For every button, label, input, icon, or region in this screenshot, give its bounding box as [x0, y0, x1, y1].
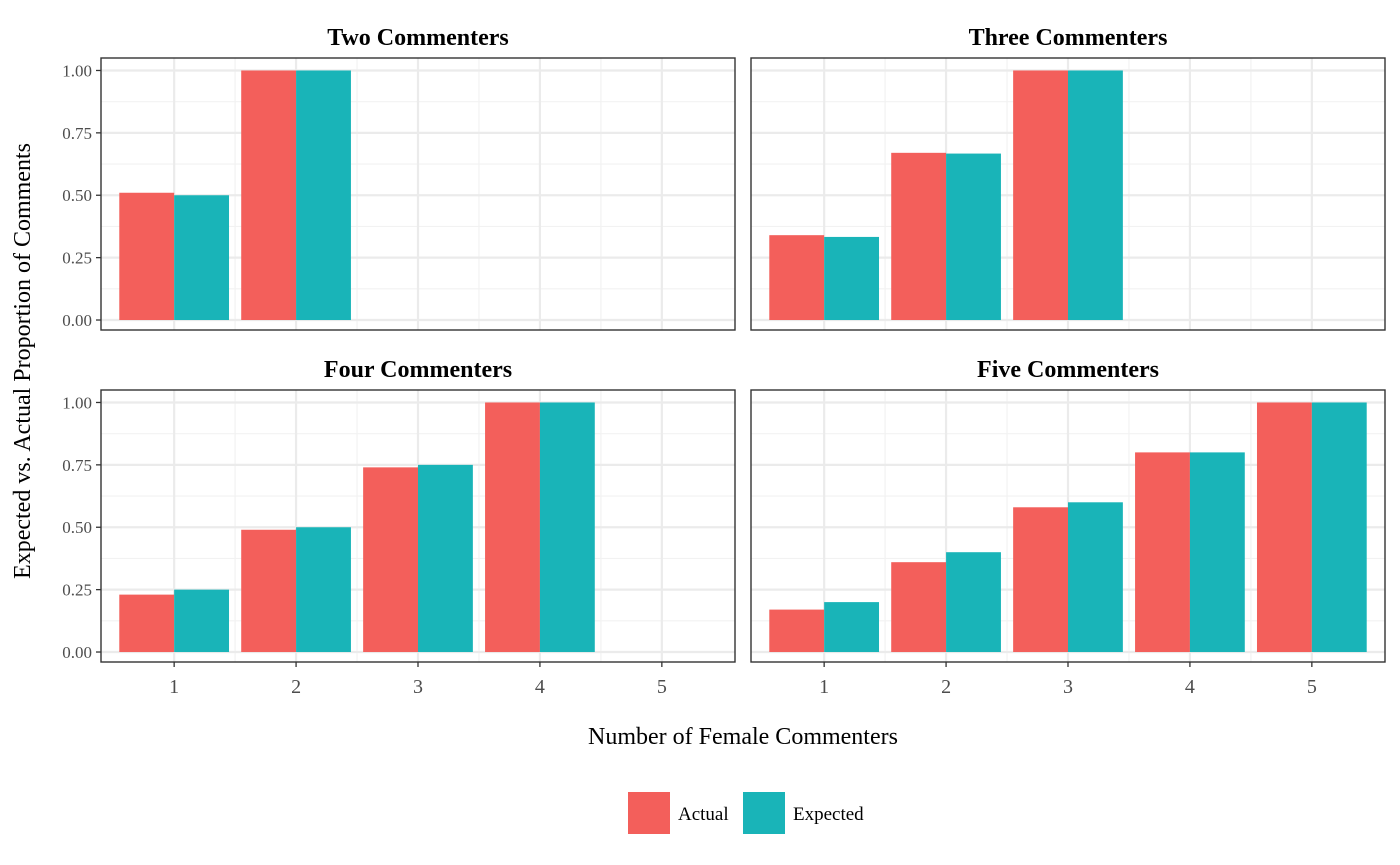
- y-tick-label: 0.25: [62, 249, 92, 268]
- bar-expected: [296, 70, 351, 321]
- legend-item-actual: Actual: [628, 792, 729, 834]
- x-tick-label: 2: [941, 676, 951, 698]
- bar-expected: [946, 552, 1001, 653]
- x-tick-label: 1: [169, 676, 179, 698]
- x-tick-label: 3: [1063, 676, 1073, 698]
- bar-expected: [296, 527, 351, 653]
- y-tick-label: 1.00: [62, 61, 92, 80]
- bar-expected: [174, 195, 230, 321]
- bar-actual: [119, 192, 175, 321]
- x-tick-label: 4: [1185, 676, 1195, 698]
- legend-item-expected: Expected: [743, 792, 864, 834]
- bar-actual: [241, 70, 297, 321]
- y-tick-label: 0.50: [62, 186, 92, 205]
- bar-expected: [824, 602, 880, 653]
- bar-expected: [1068, 502, 1123, 653]
- x-tick-label: 2: [291, 676, 301, 698]
- legend-key-expected: [743, 792, 785, 834]
- facet-title: Four Commenters: [324, 357, 512, 383]
- bar-actual: [119, 594, 175, 653]
- facet-panel: Five Commenters 1 2 3 4 5: [750, 357, 1386, 698]
- facet-panel: Two Commenters 0.00 0.25 0.50 0.75 1.00: [62, 25, 736, 331]
- bar-actual: [769, 235, 825, 321]
- bar-actual: [891, 562, 947, 653]
- bar-expected: [174, 589, 230, 653]
- x-tick-label: 5: [657, 676, 667, 698]
- x-tick-label: 4: [535, 676, 545, 698]
- x-tick-label: 5: [1307, 676, 1317, 698]
- bar-actual: [1256, 402, 1312, 653]
- bar-expected: [946, 153, 1001, 321]
- x-axis-title: Number of Female Commenters: [588, 724, 898, 750]
- facet-title: Two Commenters: [327, 25, 509, 51]
- legend-label: Actual: [678, 804, 729, 825]
- y-tick-label: 0.25: [62, 581, 92, 600]
- y-axis-title: Expected vs. Actual Proportion of Commen…: [10, 143, 36, 579]
- facet-panels: Two Commenters 0.00 0.25 0.50 0.75 1.00 Three …: [62, 25, 1386, 698]
- bar-actual: [769, 609, 825, 653]
- panel-border: [100, 57, 736, 331]
- bar-expected: [418, 464, 473, 653]
- bar-actual: [1013, 507, 1068, 653]
- x-tick-label: 3: [413, 676, 423, 698]
- panel-border: [750, 57, 1386, 331]
- y-tick-label: 1.00: [62, 393, 92, 412]
- bar-expected: [539, 402, 595, 653]
- y-tick-label: 0.00: [62, 643, 92, 662]
- bar-expected: [1189, 452, 1245, 653]
- bar-expected: [824, 236, 880, 321]
- y-tick-label: 0.75: [62, 124, 92, 143]
- legend: Actual Expected: [628, 792, 864, 834]
- bar-actual: [485, 402, 540, 653]
- facet-panel: Four Commenters 0.00 0.25 0.50 0.75 1.00 1 2 3 4 5: [62, 357, 736, 698]
- bar-expected: [1311, 402, 1367, 653]
- facet-panel: Three Commenters: [750, 25, 1386, 331]
- bar-expected: [1068, 70, 1123, 321]
- bar-actual: [1013, 70, 1068, 321]
- bar-actual: [891, 152, 947, 321]
- y-tick-label: 0.75: [62, 456, 92, 475]
- x-tick-label: 1: [819, 676, 829, 698]
- bar-actual: [1135, 452, 1190, 653]
- legend-key-actual: [628, 792, 670, 834]
- facet-title: Three Commenters: [969, 25, 1168, 51]
- bar-actual: [363, 467, 418, 653]
- legend-label: Expected: [793, 804, 864, 825]
- facet-title: Five Commenters: [977, 357, 1159, 383]
- bar-actual: [241, 529, 297, 653]
- y-tick-label: 0.50: [62, 518, 92, 537]
- y-tick-label: 0.00: [62, 311, 92, 330]
